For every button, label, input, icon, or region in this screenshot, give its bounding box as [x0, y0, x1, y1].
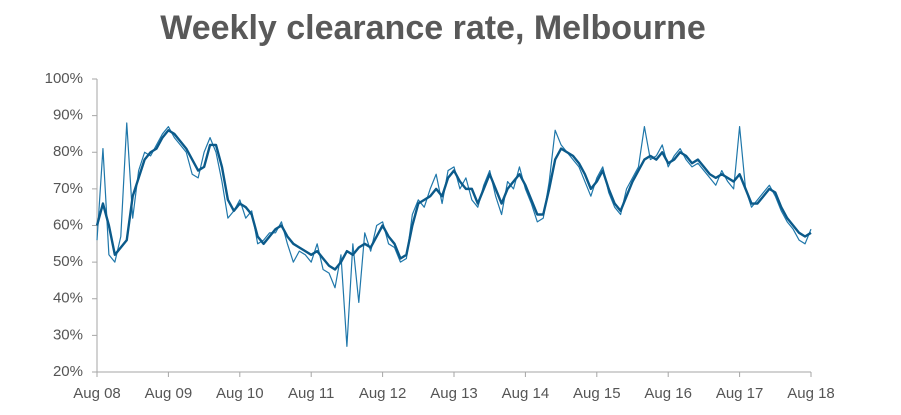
- y-tick-label: 80%: [53, 143, 83, 160]
- series-line: [95, 129, 812, 271]
- y-tick-label: 40%: [53, 290, 83, 307]
- x-tick-label: Aug 16: [644, 385, 692, 402]
- y-tick-label: 50%: [53, 253, 83, 270]
- y-tick-label: 30%: [53, 326, 83, 343]
- x-tick-label: Aug 11: [288, 385, 334, 402]
- x-tick-label: Aug 12: [359, 385, 407, 402]
- y-tick-label: 60%: [53, 216, 83, 233]
- y-tick-label: 90%: [53, 107, 83, 124]
- x-tick-label: Aug 14: [502, 385, 550, 402]
- x-tick-label: Aug 17: [716, 385, 764, 402]
- x-tick-label: Aug 15: [573, 385, 621, 402]
- y-tick-label: 70%: [53, 180, 83, 197]
- chart-title: Weekly clearance rate, Melbourne: [160, 9, 706, 47]
- y-tick-label: 20%: [53, 363, 83, 380]
- x-tick-label: Aug 10: [216, 385, 264, 402]
- x-tick-label: Aug 13: [430, 385, 478, 402]
- series-line: [96, 122, 812, 347]
- x-tick-label: Aug 18: [787, 385, 835, 402]
- x-tick-label: Aug 09: [145, 385, 193, 402]
- y-tick-label: 100%: [45, 70, 83, 87]
- x-tick-label: Aug 08: [73, 385, 121, 402]
